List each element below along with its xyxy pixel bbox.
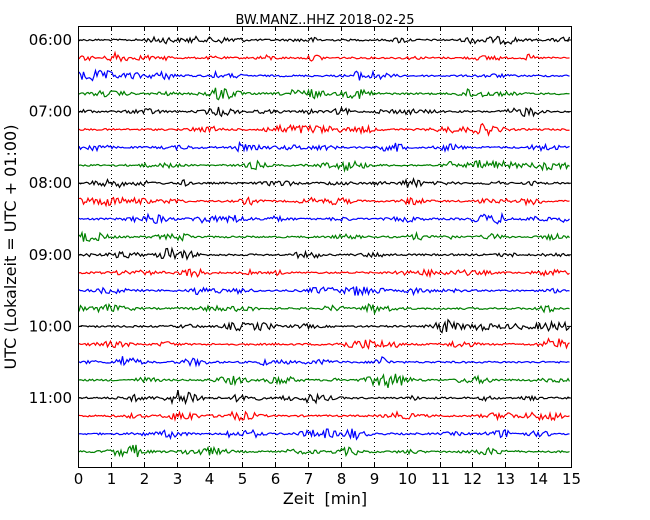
x-tick-label: 2 [140,470,150,488]
x-tick-label: 12 [463,470,482,488]
x-tick-label: 0 [74,470,84,488]
seismic-trace [78,389,570,406]
seismic-trace [78,159,570,173]
plot-frame [78,26,572,468]
seismic-trace [78,140,570,153]
seismic-trace [78,230,570,242]
seismic-trace [78,68,570,82]
seismic-trace [78,444,570,458]
x-tick-label: 13 [496,470,515,488]
seismic-trace [78,35,571,46]
y-tick-label: 09:00 [29,246,72,264]
x-tick-label: 4 [205,470,215,488]
y-tick-label: 11:00 [29,389,72,407]
seismic-trace [78,267,570,279]
x-tick-label: 5 [238,470,248,488]
chart-title: BW.MANZ..HHZ 2018-02-25 [235,13,414,28]
x-tick-label: 1 [107,470,117,488]
x-tick-label: 10 [398,470,417,488]
x-tick-label: 9 [370,470,380,488]
seismic-trace [78,122,570,137]
seismic-trace [78,106,570,118]
x-tick-label: 11 [431,470,450,488]
seismic-trace [78,428,570,441]
seismic-trace [78,196,570,208]
seismic-trace [78,87,570,101]
y-tick-label: 10:00 [29,317,72,335]
y-tick-label: 06:00 [29,31,72,49]
seismic-trace [78,50,570,63]
vertical-gridlines [111,26,539,467]
seismic-traces [78,35,571,458]
seismic-trace [78,356,570,368]
seismic-trace [78,410,570,422]
y-tick-label: 08:00 [29,174,72,192]
x-axis-label: Zeit [min] [283,489,367,508]
seismic-trace [78,286,570,297]
seismic-trace [78,337,570,350]
seismic-trace [78,211,570,225]
x-tick-label: 7 [304,470,314,488]
x-tick-label: 8 [337,470,347,488]
y-tick-label: 07:00 [29,103,72,121]
x-tick-label: 15 [562,470,581,488]
seismic-trace [78,318,570,334]
x-axis-ticks: 0 1 2 3 4 5 6 7 8 9 10 11 12 13 14 15 [74,26,581,488]
x-tick-label: 14 [529,470,548,488]
x-tick-label: 3 [173,470,183,488]
y-axis-label: UTC (Lokalzeit = UTC + 01:00) [1,125,20,370]
x-tick-label: 6 [271,470,281,488]
seismic-trace [78,246,570,261]
seismic-trace [78,373,571,389]
seismic-trace [78,302,570,316]
seismic-trace [78,176,570,189]
y-axis-ticks: 06:00 07:00 08:00 09:00 10:00 11:00 [29,31,571,407]
